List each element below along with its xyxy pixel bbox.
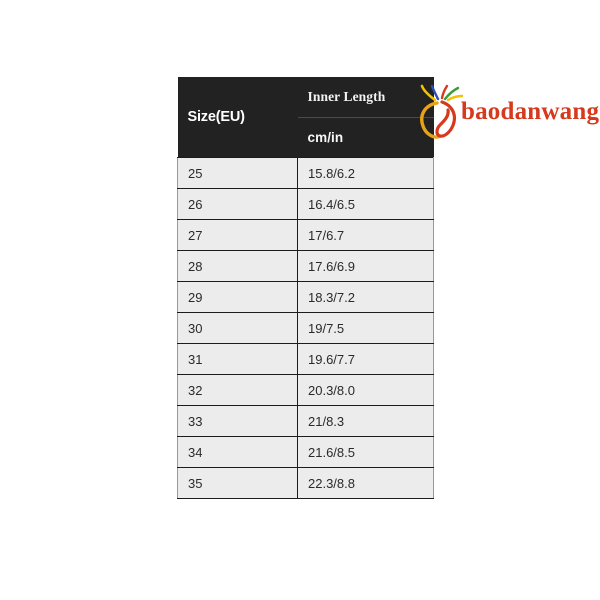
cell-inner-length: 20.3/8.0 xyxy=(297,374,434,406)
cell-size: 32 xyxy=(177,374,298,406)
header-inner-length: Inner Length xyxy=(297,77,434,118)
table-row: 32 20.3/8.0 xyxy=(177,374,434,406)
table-row: 25 15.8/6.2 xyxy=(177,157,434,189)
table-row: 31 19.6/7.7 xyxy=(177,343,434,375)
cell-size: 33 xyxy=(177,405,298,437)
cell-size: 31 xyxy=(177,343,298,375)
cell-inner-length: 16.4/6.5 xyxy=(297,188,434,220)
cell-inner-length: 21/8.3 xyxy=(297,405,434,437)
size-chart-table: Size(EU) Inner Length cm/in 25 15.8/6.2 … xyxy=(177,77,434,499)
cell-inner-length: 15.8/6.2 xyxy=(297,157,434,189)
table-row: 33 21/8.3 xyxy=(177,405,434,437)
cell-inner-length: 21.6/8.5 xyxy=(297,436,434,468)
header-inner-length-group: Inner Length cm/in xyxy=(297,77,434,158)
logo-wordmark: baodanwang xyxy=(461,98,600,125)
cell-size: 29 xyxy=(177,281,298,313)
cell-size: 25 xyxy=(177,157,298,189)
cell-size: 26 xyxy=(177,188,298,220)
cell-size: 28 xyxy=(177,250,298,282)
table-row: 35 22.3/8.8 xyxy=(177,467,434,499)
cell-inner-length: 18.3/7.2 xyxy=(297,281,434,313)
brand-logo: baodanwang xyxy=(415,84,599,142)
table-row: 34 21.6/8.5 xyxy=(177,436,434,468)
table-row: 28 17.6/6.9 xyxy=(177,250,434,282)
table-header-row: Size(EU) Inner Length cm/in xyxy=(177,77,434,158)
cell-size: 35 xyxy=(177,467,298,499)
cell-size: 27 xyxy=(177,219,298,251)
header-cm-in: cm/in xyxy=(307,129,344,145)
table-row: 26 16.4/6.5 xyxy=(177,188,434,220)
baodanwang-logo-icon xyxy=(420,84,464,139)
cell-inner-length: 17.6/6.9 xyxy=(297,250,434,282)
table-row: 27 17/6.7 xyxy=(177,219,434,251)
header-inner-length-stack: Inner Length cm/in xyxy=(297,77,434,157)
cell-inner-length: 19/7.5 xyxy=(297,312,434,344)
cell-size: 34 xyxy=(177,436,298,468)
cell-inner-length: 19.6/7.7 xyxy=(297,343,434,375)
cell-inner-length: 17/6.7 xyxy=(297,219,434,251)
cell-inner-length: 22.3/8.8 xyxy=(297,467,434,499)
table-row: 30 19/7.5 xyxy=(177,312,434,344)
cell-size: 30 xyxy=(177,312,298,344)
table-body: Size(EU) Inner Length cm/in 25 15.8/6.2 … xyxy=(177,77,434,499)
header-size-eu: Size(EU) xyxy=(177,77,298,158)
table-row: 29 18.3/7.2 xyxy=(177,281,434,313)
